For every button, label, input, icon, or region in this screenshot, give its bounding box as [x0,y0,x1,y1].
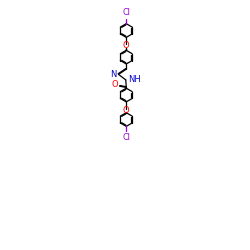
Text: Cl: Cl [122,133,130,142]
Text: O: O [123,42,130,50]
Text: O: O [111,80,118,89]
Text: N: N [110,70,117,79]
Text: O: O [123,106,130,115]
Text: Cl: Cl [122,8,130,17]
Text: NH: NH [128,76,140,84]
